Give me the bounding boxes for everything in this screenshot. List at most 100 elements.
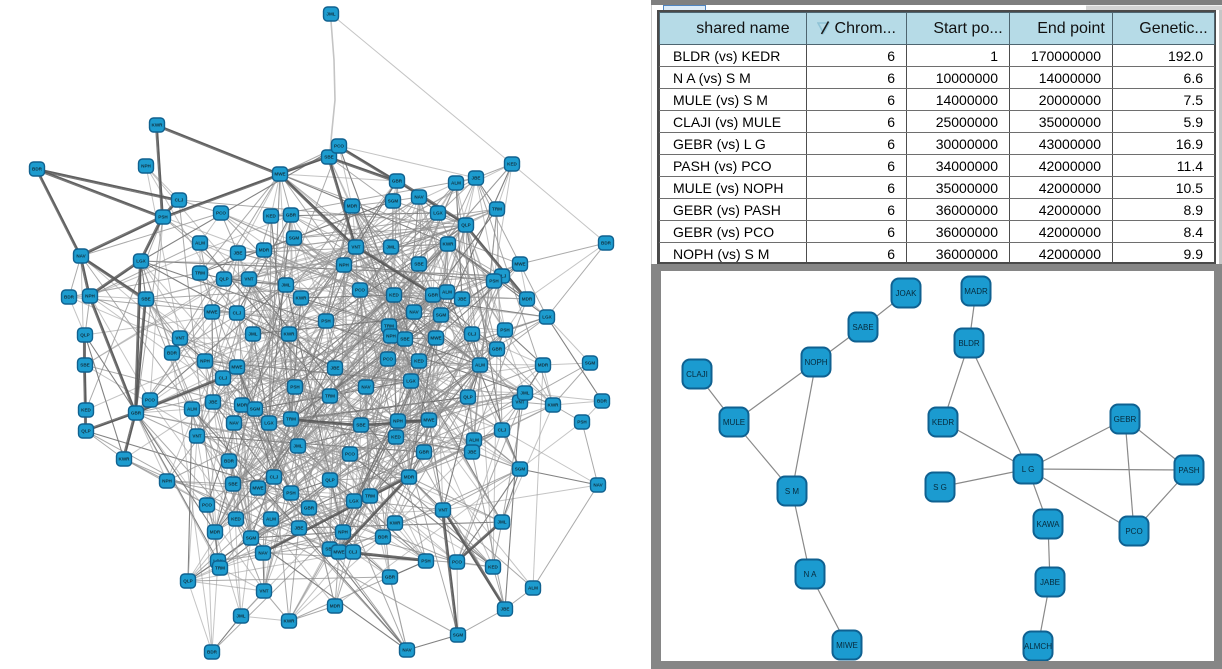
svg-text:GBR: GBR — [286, 213, 297, 218]
svg-text:KED: KED — [231, 517, 241, 522]
svg-text:MWE: MWE — [423, 418, 434, 423]
svg-text:KEDR: KEDR — [932, 418, 954, 427]
svg-text:ALM: ALM — [451, 181, 461, 186]
svg-text:TRM: TRM — [325, 394, 335, 399]
svg-text:NPH: NPH — [162, 479, 172, 484]
svg-text:BDR: BDR — [224, 459, 235, 464]
svg-text:GBR: GBR — [304, 506, 315, 511]
svg-text:GBR: GBR — [131, 411, 142, 416]
svg-text:KED: KED — [266, 214, 276, 219]
svg-text:SBE: SBE — [141, 297, 150, 302]
svg-text:MDR: MDR — [237, 403, 248, 408]
svg-text:SGM: SGM — [436, 313, 447, 318]
svg-text:BDR: BDR — [601, 241, 612, 246]
svg-text:GBR: GBR — [419, 450, 430, 455]
svg-text:MDR: MDR — [259, 248, 270, 253]
svg-text:BDR: BDR — [378, 535, 389, 540]
svg-text:JBE: JBE — [501, 607, 510, 612]
svg-text:PCO: PCO — [1125, 527, 1142, 536]
svg-text:VNT: VNT — [351, 245, 360, 250]
svg-text:MDR: MDR — [538, 363, 549, 368]
svg-text:SGM: SGM — [585, 361, 596, 366]
svg-text:CLJ: CLJ — [233, 311, 242, 316]
svg-text:TRM: TRM — [215, 566, 225, 571]
svg-text:SBE: SBE — [325, 547, 334, 552]
svg-text:LGX: LGX — [349, 499, 359, 504]
svg-text:MWE: MWE — [206, 310, 217, 315]
svg-text:JML: JML — [326, 12, 335, 17]
svg-text:JML: JML — [281, 283, 290, 288]
svg-text:VNT: VNT — [192, 434, 201, 439]
svg-text:LGX: LGX — [406, 379, 416, 384]
svg-text:CLJ: CLJ — [498, 274, 507, 279]
svg-text:NAV: NAV — [361, 385, 371, 390]
svg-text:VNT: VNT — [438, 508, 447, 513]
svg-text:CLAJI: CLAJI — [686, 370, 708, 379]
svg-text:QLP: QLP — [461, 223, 470, 228]
svg-text:SGM: SGM — [250, 407, 261, 412]
svg-text:PSH: PSH — [158, 215, 168, 220]
svg-text:VNT: VNT — [244, 277, 253, 282]
svg-text:LGX: LGX — [433, 211, 443, 216]
svg-text:SBE: SBE — [324, 155, 333, 160]
svg-text:GBR: GBR — [428, 293, 439, 298]
svg-text:NPH: NPH — [386, 334, 396, 339]
svg-text:KED: KED — [414, 359, 424, 364]
svg-text:VNT: VNT — [259, 589, 268, 594]
svg-text:QLP: QLP — [219, 277, 228, 282]
svg-text:QLP: QLP — [183, 579, 192, 584]
svg-text:PSH: PSH — [286, 491, 296, 496]
svg-text:QLP: QLP — [80, 333, 89, 338]
svg-text:KWR: KWR — [548, 403, 560, 408]
svg-text:NPH: NPH — [339, 263, 349, 268]
svg-text:KAWA: KAWA — [1037, 520, 1061, 529]
svg-text:KED: KED — [391, 435, 401, 440]
svg-text:MWE: MWE — [231, 365, 242, 370]
svg-text:MIWE: MIWE — [836, 641, 858, 650]
svg-text:PCO: PCO — [452, 560, 462, 565]
svg-text:MWE: MWE — [514, 262, 525, 267]
svg-text:KWR: KWR — [152, 123, 164, 128]
svg-text:TRM: TRM — [365, 494, 375, 499]
svg-text:SABE: SABE — [852, 323, 873, 332]
svg-text:GBR: GBR — [385, 575, 396, 580]
svg-text:PSH: PSH — [500, 328, 510, 333]
svg-text:L G: L G — [1022, 465, 1035, 474]
svg-text:ALM: ALM — [187, 407, 197, 412]
svg-text:KED: KED — [507, 162, 517, 167]
svg-text:TRM: TRM — [286, 417, 296, 422]
svg-text:JBE: JBE — [234, 251, 243, 256]
svg-text:KWR: KWR — [284, 619, 296, 624]
svg-text:PSH: PSH — [290, 385, 300, 390]
svg-text:KWR: KWR — [296, 296, 308, 301]
svg-text:LGX: LGX — [136, 259, 146, 264]
svg-text:NPH: NPH — [200, 359, 210, 364]
svg-text:JABE: JABE — [1040, 578, 1060, 587]
svg-text:KED: KED — [488, 565, 498, 570]
svg-text:JBE: JBE — [331, 366, 340, 371]
svg-text:JML: JML — [248, 332, 257, 337]
svg-text:PASH: PASH — [1178, 466, 1199, 475]
svg-text:KWR: KWR — [119, 457, 131, 462]
svg-text:JML: JML — [520, 391, 529, 396]
svg-text:JML: JML — [497, 520, 506, 525]
svg-text:JBE: JBE — [295, 526, 304, 531]
svg-text:SGM: SGM — [388, 199, 399, 204]
svg-text:PCO: PCO — [383, 357, 393, 362]
svg-text:SBE: SBE — [228, 482, 237, 487]
svg-text:TRM: TRM — [195, 271, 205, 276]
svg-text:KED: KED — [81, 408, 91, 413]
svg-text:VNT: VNT — [515, 400, 524, 405]
svg-text:NAV: NAV — [258, 551, 268, 556]
svg-text:CLJ: CLJ — [270, 475, 279, 480]
svg-text:S G: S G — [933, 483, 947, 492]
svg-text:BDR: BDR — [597, 399, 608, 404]
svg-text:SBE: SBE — [80, 363, 89, 368]
svg-text:JBE: JBE — [209, 400, 218, 405]
svg-text:NAV: NAV — [409, 310, 419, 315]
svg-text:SGM: SGM — [453, 633, 464, 638]
svg-text:MDR: MDR — [522, 297, 533, 302]
svg-text:GEBR: GEBR — [1114, 415, 1137, 424]
svg-text:NAV: NAV — [76, 254, 86, 259]
svg-text:CLJ: CLJ — [349, 550, 358, 555]
